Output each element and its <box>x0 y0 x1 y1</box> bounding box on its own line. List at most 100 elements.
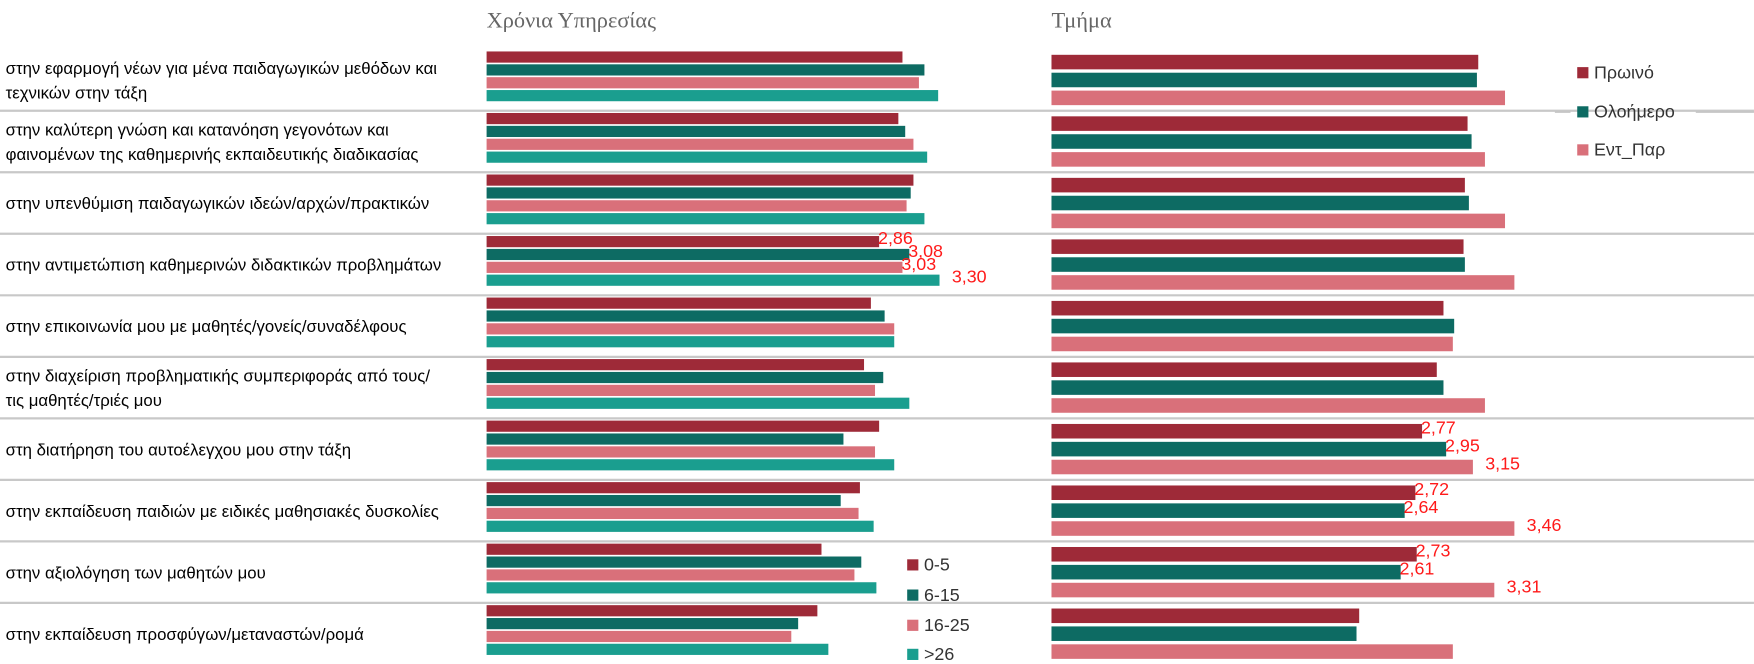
bar <box>486 433 844 445</box>
bar <box>486 556 862 568</box>
bar <box>486 384 876 396</box>
legend-swatch <box>907 589 919 601</box>
bar <box>1051 564 1401 580</box>
bar <box>1051 626 1357 641</box>
bar <box>1051 398 1485 413</box>
bar <box>1051 318 1455 334</box>
bar <box>486 310 885 322</box>
category-label: στην επικοινωνία μου με μαθητές/γονείς/σ… <box>5 317 407 337</box>
value-label: 3,30 <box>952 267 987 287</box>
bar <box>1051 608 1360 624</box>
bar <box>486 605 818 617</box>
bar <box>486 138 914 150</box>
bar <box>1051 485 1416 501</box>
bar <box>1051 582 1495 598</box>
legend-swatch <box>907 619 919 631</box>
category-label: στην υπενθύμιση παιδαγωγικών ιδεών/αρχών… <box>5 194 430 214</box>
bar <box>1051 116 1468 131</box>
legend-label: 6-15 <box>924 585 960 605</box>
bar <box>1051 441 1447 457</box>
bar <box>1051 423 1423 439</box>
bar <box>1051 521 1515 536</box>
category-label: στη διατήρηση του αυτοέλεγχου μου στην τ… <box>5 440 352 460</box>
category-label: στην εκπαίδευση παιδιών με ειδικές μαθησ… <box>5 501 439 521</box>
legend-swatch <box>907 648 919 660</box>
legend-label: Πρωινό <box>1594 63 1654 83</box>
bar <box>1051 177 1465 193</box>
value-label: 2,64 <box>1404 497 1439 517</box>
value-label: 2,95 <box>1445 436 1480 456</box>
value-label: 2,77 <box>1421 418 1456 438</box>
bar <box>486 397 910 409</box>
bar <box>486 420 880 432</box>
value-label: 2,61 <box>1400 559 1435 579</box>
value-label: 2,72 <box>1414 479 1449 499</box>
value-label: 3,03 <box>901 254 936 274</box>
bar <box>486 297 871 309</box>
bar <box>486 371 884 384</box>
legend-label: 16-25 <box>924 615 970 635</box>
bar <box>486 446 876 458</box>
bar <box>1051 90 1506 106</box>
bar <box>486 51 903 63</box>
legend-swatch <box>1577 67 1589 79</box>
bar <box>486 236 880 248</box>
bar <box>486 618 799 630</box>
bar <box>1051 134 1472 149</box>
value-label: 3,08 <box>908 241 943 261</box>
legend-label: 0-5 <box>924 555 950 575</box>
bar <box>486 336 895 348</box>
legend-swatch <box>1577 106 1589 118</box>
bar <box>1051 380 1444 395</box>
bar <box>1051 72 1477 88</box>
bar <box>486 64 925 76</box>
bar <box>486 543 822 555</box>
bar <box>1051 459 1473 475</box>
bar <box>1051 644 1453 659</box>
category-label: στην αντιμετώπιση καθημερινών διδακτικών… <box>5 255 442 275</box>
bar <box>486 112 899 125</box>
value-label: 2,86 <box>878 228 913 248</box>
bar <box>486 77 919 89</box>
bar <box>1051 275 1515 290</box>
bar <box>486 187 911 199</box>
category-label: στην αξιολόγηση των μαθητών μου <box>5 563 266 583</box>
category-label: στην καλύτερη γνώση και κατανόηση γεγονό… <box>5 120 419 164</box>
bar <box>486 151 928 163</box>
bar <box>1051 239 1464 254</box>
bar <box>486 520 874 532</box>
legend-label: >26 <box>924 644 954 664</box>
bar <box>1051 195 1469 211</box>
bar <box>486 213 925 225</box>
bar <box>486 174 914 186</box>
bar <box>486 261 903 273</box>
bar <box>486 274 940 286</box>
bar <box>486 359 865 371</box>
bar <box>1051 546 1417 562</box>
bar <box>486 482 860 494</box>
category-label: στην διαχείριση προβληματικής συμπεριφορ… <box>5 366 431 410</box>
legend-swatch <box>1577 144 1589 156</box>
bar <box>486 125 906 138</box>
bar <box>1051 336 1453 352</box>
bar <box>1051 257 1465 272</box>
value-label: 3,46 <box>1527 515 1562 535</box>
legend-label: Εντ_Παρ <box>1594 140 1665 161</box>
bar <box>486 90 939 102</box>
category-label: στην εκπαίδευση προσφύγων/μεταναστών/ρομ… <box>5 624 364 644</box>
bar <box>1051 152 1485 167</box>
bar <box>486 569 855 581</box>
bar <box>1051 300 1444 316</box>
bar <box>486 200 907 212</box>
bar <box>486 643 829 655</box>
value-label: 3,31 <box>1507 577 1542 597</box>
bar <box>486 630 792 643</box>
bar <box>1051 54 1479 70</box>
category-label: στην εφαρμογή νέων για μένα παιδαγωγικών… <box>5 58 438 103</box>
bar <box>486 248 910 261</box>
bar <box>486 323 895 335</box>
value-label: 3,15 <box>1485 453 1520 473</box>
value-label: 2,73 <box>1416 541 1451 561</box>
